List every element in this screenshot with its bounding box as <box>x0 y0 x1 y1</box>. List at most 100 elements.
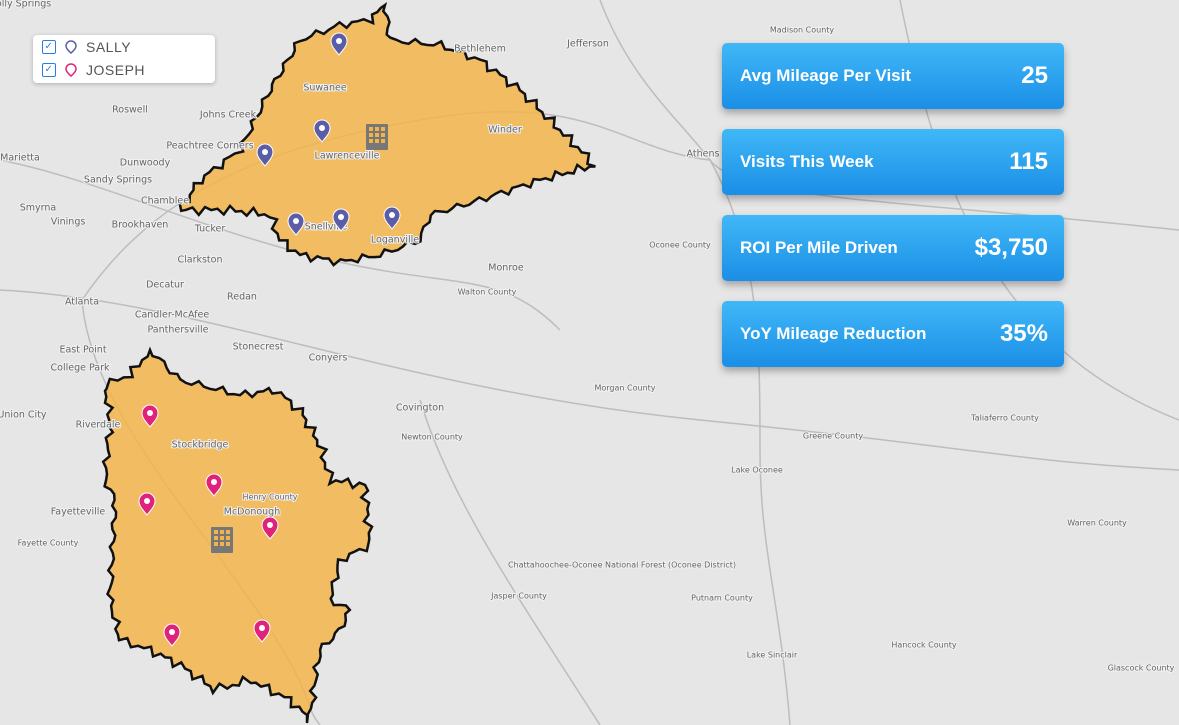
pin <box>253 619 271 643</box>
pin <box>141 404 159 428</box>
place-label: Jasper County <box>490 592 547 601</box>
map-labels: Holly Springs Roswell Johns Creek Marietta D… <box>0 0 1176 674</box>
pin-dot <box>293 218 299 224</box>
place-label: Oconee County <box>649 241 711 250</box>
pin <box>287 212 305 236</box>
place-label: Johns Creek <box>199 110 257 121</box>
pin <box>205 473 223 497</box>
place-label: Glascock County <box>1108 664 1175 673</box>
pin-dot <box>169 629 175 635</box>
pin <box>313 119 331 143</box>
place-label: Marietta <box>0 153 40 164</box>
legend-label: JOSEPH <box>86 61 146 78</box>
pin <box>261 516 279 540</box>
office-window <box>220 536 224 540</box>
place-label: Warren County <box>1067 519 1127 528</box>
place-label: College Park <box>51 363 110 374</box>
place-label: Union City <box>0 410 47 421</box>
place-label: Madison County <box>770 26 835 35</box>
stat-label: Visits This Week <box>740 152 874 171</box>
place-label: Panthersville <box>148 325 209 336</box>
stat-card: Visits This Week 115 <box>722 129 1064 195</box>
stat-value: $3,750 <box>974 234 1048 261</box>
place-label: Lawrenceville <box>315 151 380 162</box>
place-label: Redan <box>227 292 257 303</box>
place-label: Athens <box>687 149 720 160</box>
office-window <box>214 530 218 534</box>
place-label: Candler-McAfee <box>135 310 209 321</box>
office-window <box>214 536 218 540</box>
pin-icon <box>65 62 77 77</box>
stat-card: Avg Mileage Per Visit 25 <box>722 43 1064 109</box>
place-label: Covington <box>396 403 444 414</box>
place-label: Clarkston <box>177 255 222 266</box>
place-label: Putnam County <box>691 594 753 603</box>
pin <box>163 623 181 647</box>
place-label: Hancock County <box>891 641 957 650</box>
place-label: Holly Springs <box>0 0 51 10</box>
checkbox[interactable]: ✓ <box>42 39 56 54</box>
pin <box>332 208 350 232</box>
pin-dot <box>211 479 217 485</box>
place-label: Bethlehem <box>454 44 506 55</box>
legend-label: SALLY <box>86 38 132 55</box>
office-window <box>220 530 224 534</box>
place-label: Fayette County <box>18 539 79 548</box>
place-label: Morgan County <box>594 384 655 393</box>
legend-item[interactable]: ✓ SALLY <box>33 35 215 58</box>
place-label: Chamblee <box>141 196 189 207</box>
pin-dot <box>147 410 153 416</box>
place-label: McDonough <box>224 507 280 518</box>
stat-value: 25 <box>1021 62 1048 89</box>
place-label: Lake Sinclair <box>747 651 798 660</box>
place-label: Fayetteville <box>51 507 106 518</box>
place-label: Tucker <box>194 224 226 235</box>
office-window <box>214 542 218 546</box>
place-label: Stonecrest <box>233 342 284 353</box>
place-label: Taliaferro County <box>970 414 1039 423</box>
place-label: Greene County <box>803 432 863 441</box>
pin-dot <box>336 38 342 44</box>
place-label: Lake Oconee <box>731 466 783 475</box>
place-label: Dunwoody <box>120 158 171 169</box>
pin-dot <box>389 212 395 218</box>
office-window <box>381 139 385 143</box>
office-window <box>226 530 230 534</box>
checkbox[interactable]: ✓ <box>42 62 56 77</box>
pin-dot <box>259 625 265 631</box>
place-label: Winder <box>488 125 522 136</box>
place-label: Chattahoochee-Oconee National Forest (Oc… <box>508 561 736 570</box>
place-label: Vinings <box>51 217 86 228</box>
stat-label: Avg Mileage Per Visit <box>740 66 912 85</box>
pin <box>383 206 401 230</box>
place-label: Decatur <box>146 280 184 291</box>
pins <box>138 32 401 647</box>
place-label: Jefferson <box>566 39 609 50</box>
office-window <box>369 133 373 137</box>
office-window <box>369 139 373 143</box>
legend-item[interactable]: ✓ JOSEPH <box>33 58 215 81</box>
office-window <box>226 542 230 546</box>
place-label: Sandy Springs <box>84 175 152 186</box>
pin-dot <box>262 149 268 155</box>
pin-icon <box>65 39 77 54</box>
legend: ✓ SALLY ✓ JOSEPH <box>33 35 215 83</box>
place-label: Loganville <box>371 235 419 246</box>
office-window <box>220 542 224 546</box>
pin <box>330 32 348 56</box>
stat-label: ROI Per Mile Driven <box>740 238 898 257</box>
stat-label: YoY Mileage Reduction <box>740 324 927 343</box>
pin-dot <box>319 125 325 131</box>
pin <box>256 143 274 167</box>
office-window <box>375 139 379 143</box>
place-label: Stockbridge <box>172 440 229 451</box>
place-label: Walton County <box>458 288 517 297</box>
place-label: Smyrna <box>20 203 57 214</box>
place-label: Conyers <box>309 353 348 364</box>
place-label: Roswell <box>112 105 148 116</box>
office-window <box>369 127 373 131</box>
office-window <box>381 127 385 131</box>
place-label: Monroe <box>488 263 524 274</box>
place-label: East Point <box>59 345 106 356</box>
